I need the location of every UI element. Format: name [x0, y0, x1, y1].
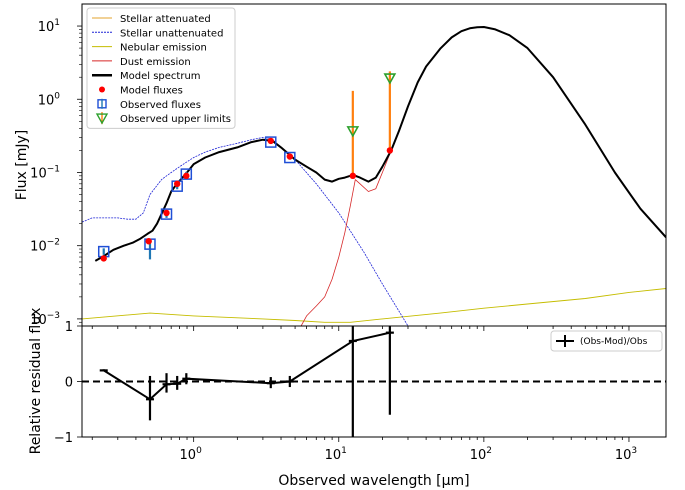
y-tick-label: 10−3: [30, 311, 60, 328]
sed-ticks: 10−3 10−2 10−1 100 101: [30, 18, 630, 331]
model-flux-point: [267, 137, 274, 145]
legend-label: Model fluxes: [120, 86, 183, 97]
residual-y-tick-label: −1: [54, 431, 73, 446]
observed-flux-marker: [284, 151, 296, 164]
sed-legend: Stellar attenuated Stellar unattenuated Ne…: [86, 7, 236, 129]
x-tick-label: 101: [325, 446, 347, 463]
legend-entry: Model spectrum: [92, 71, 201, 82]
model-flux-point: [386, 147, 394, 154]
y-tick-label: 10−2: [30, 238, 60, 255]
residual-legend: (Obs-Mod)/Obs: [550, 330, 663, 352]
model-flux-point: [349, 172, 357, 180]
model-flux-point: [183, 172, 190, 180]
series-dust-emission: [300, 106, 409, 326]
residual-y-axis-label: Relative residual flux: [28, 308, 44, 455]
x-tick-label: 103: [615, 446, 637, 463]
legend-box: [86, 7, 236, 129]
series-nebular-emission: [82, 288, 666, 323]
legend-label: Model spectrum: [120, 71, 201, 82]
legend-entry: Stellar attenuated: [92, 14, 211, 25]
residual-line: [103, 331, 391, 401]
residual-panel: 100 101 102 103−101 Relative residual flux …: [28, 308, 667, 489]
legend-entry: Observed upper limits: [95, 112, 231, 125]
legend-swatch: [99, 86, 105, 93]
legend-entry: Nebular emission: [92, 43, 207, 54]
series-stellar-unattenuated: [82, 137, 409, 326]
x-tick-label: 102: [470, 446, 492, 463]
legend-label: Observed fluxes: [120, 100, 201, 111]
sed-markers: [97, 71, 397, 262]
residual-ticks: 100 101 102 103 −1 0 1: [54, 320, 637, 463]
observed-flux-marker: [265, 136, 277, 148]
residual-legend-box: [550, 330, 663, 352]
y-tick-label: 10−1: [30, 164, 60, 181]
x-axis-label: Observed wavelength [μm]: [278, 473, 469, 489]
observed-flux-marker: [180, 168, 193, 180]
legend-entry: Stellar unattenuated: [92, 28, 223, 39]
legend-label: Stellar attenuated: [120, 14, 211, 25]
residual-curves: [82, 326, 666, 437]
residual-y-tick-label: 1: [65, 320, 73, 335]
model-flux-point: [163, 209, 170, 217]
x-tick-label: 100: [180, 446, 203, 463]
model-flux-point: [100, 255, 107, 262]
legend-label: Observed upper limits: [120, 114, 231, 125]
residual-y-tick-label: 0: [65, 376, 73, 391]
upper-limit-marker: [383, 73, 397, 85]
series-model-spectrum: [94, 26, 666, 262]
legend-swatch: [95, 113, 109, 125]
legend-label: Nebular emission: [120, 43, 207, 54]
sed-curves: [82, 26, 666, 326]
legend-label: Stellar unattenuated: [120, 28, 223, 39]
sed-panel: 10−3 10−2 10−1 100 101 Flux [mJy] Stellar at…: [14, 3, 667, 331]
y-tick-label: 100: [38, 91, 61, 108]
legend-entry: Model fluxes: [99, 86, 183, 97]
legend-entry: Dust emission: [92, 57, 191, 68]
model-flux-point: [173, 180, 181, 188]
y-tick-label: 101: [38, 18, 60, 35]
residual-legend-label: (Obs-Mod)/Obs: [580, 337, 648, 347]
model-flux-point: [286, 153, 294, 160]
sed-y-axis-label: Flux [mJy]: [14, 130, 30, 201]
legend-label: Dust emission: [120, 57, 191, 68]
legend-entry: Observed fluxes: [97, 98, 201, 111]
upper-limit-marker: [346, 126, 360, 138]
model-flux-point: [145, 238, 152, 245]
observed-flux-marker: [160, 208, 173, 220]
